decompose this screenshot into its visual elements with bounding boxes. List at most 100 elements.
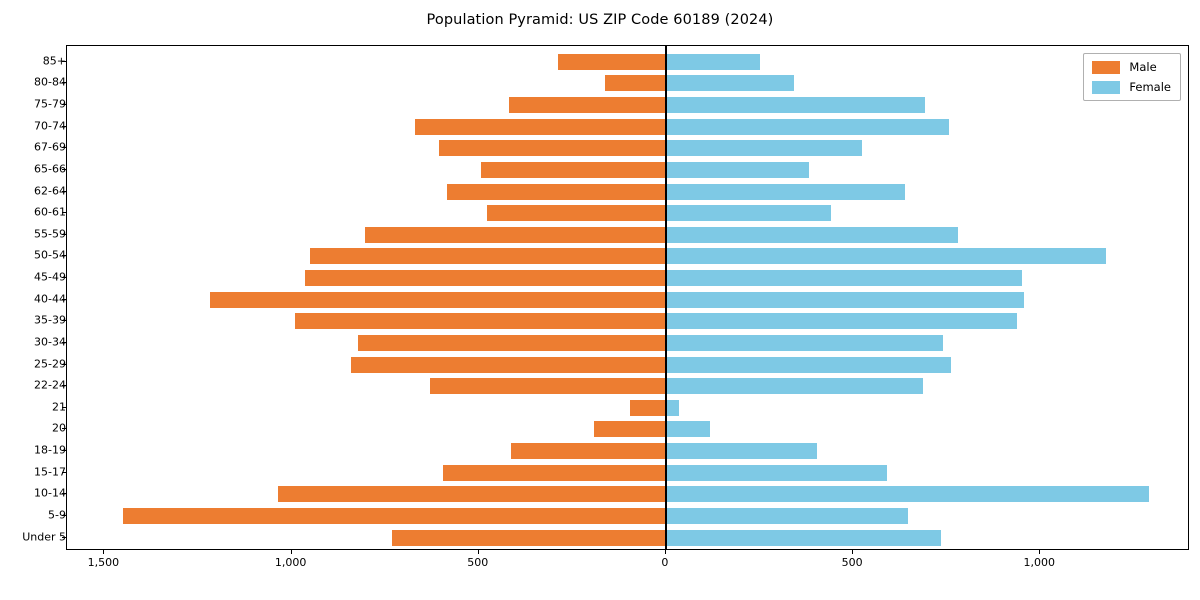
y-axis-tick-mark xyxy=(62,298,66,300)
y-axis-tick-label: Under 5 xyxy=(22,530,66,544)
y-axis-tick-mark xyxy=(62,471,66,473)
x-axis-tick-mark xyxy=(477,550,479,554)
x-axis-tick-mark xyxy=(1039,550,1041,554)
y-axis-tick-label: 50-54 xyxy=(34,248,66,262)
bar-female xyxy=(665,226,959,243)
x-axis-tick-label: 500 xyxy=(841,556,863,569)
y-axis-tick-mark xyxy=(62,125,66,127)
x-axis: 1,500 1,000 500 0 500 1,000 xyxy=(66,550,1189,590)
x-axis-tick-label: 1,500 xyxy=(87,556,120,569)
y-axis-tick-label: 60-61 xyxy=(34,205,66,219)
y-axis-tick-mark xyxy=(62,277,66,279)
y-axis-tick-mark xyxy=(62,406,66,408)
bars-layer xyxy=(67,46,1188,549)
bar-male xyxy=(277,486,666,503)
bar-female xyxy=(665,378,923,395)
bar-male xyxy=(486,205,666,222)
bar-female xyxy=(665,421,710,438)
y-axis-tick-mark xyxy=(62,168,66,170)
y-axis-tick-mark xyxy=(62,493,66,495)
bar-female xyxy=(665,161,809,178)
bar-male xyxy=(358,334,666,351)
y-axis-tick-label: 65-66 xyxy=(34,162,66,176)
x-axis-tick-label: 1,000 xyxy=(1023,556,1056,569)
x-axis-tick-label: 0 xyxy=(661,556,669,569)
y-axis-tick-label: 5-9 xyxy=(48,508,66,522)
y-axis-tick-label: 55-59 xyxy=(34,227,66,241)
bar-male xyxy=(391,529,666,546)
bar-male xyxy=(593,421,666,438)
x-axis-tick-mark xyxy=(852,550,854,554)
y-axis-tick-label: 20 xyxy=(52,421,66,435)
y-axis-tick-label: 25-29 xyxy=(34,357,66,371)
y-axis-tick-mark xyxy=(62,212,66,214)
y-axis-tick-mark xyxy=(62,104,66,106)
bar-female xyxy=(665,140,862,157)
bar-male xyxy=(415,118,666,135)
bar-male xyxy=(430,378,666,395)
y-axis-tick-mark xyxy=(62,341,66,343)
legend-swatch-female xyxy=(1092,80,1121,94)
bar-female xyxy=(665,464,888,481)
y-axis-tick-mark xyxy=(62,147,66,149)
y-axis-tick-label: 80-84 xyxy=(34,75,66,89)
y-axis-tick-label: 70-74 xyxy=(34,119,66,133)
y-axis-tick-label: 18-19 xyxy=(34,443,66,457)
y-axis-tick-mark xyxy=(62,536,66,538)
bar-female xyxy=(665,97,925,114)
y-axis-tick-label: 15-17 xyxy=(34,465,66,479)
bar-male xyxy=(481,161,666,178)
bar-male xyxy=(509,97,666,114)
plot-area: Male Female xyxy=(66,45,1189,550)
bar-female xyxy=(665,53,760,70)
y-axis-tick-label: 35-39 xyxy=(34,313,66,327)
bar-male xyxy=(442,464,666,481)
legend-item-female[interactable]: Female xyxy=(1092,80,1171,94)
x-axis-tick-label: 500 xyxy=(467,556,489,569)
y-axis-tick-label: 30-34 xyxy=(34,335,66,349)
bar-female xyxy=(665,291,1024,308)
legend-label-female: Female xyxy=(1129,80,1171,94)
legend: Male Female xyxy=(1083,53,1181,101)
bar-male xyxy=(604,75,666,92)
y-axis-tick-mark xyxy=(62,514,66,516)
y-axis-tick-mark xyxy=(62,255,66,257)
bar-male xyxy=(446,183,666,200)
y-axis-tick-mark xyxy=(62,60,66,62)
bar-male xyxy=(351,356,666,373)
legend-swatch-male xyxy=(1092,60,1121,74)
bar-female xyxy=(665,399,680,416)
bar-female xyxy=(665,270,1022,287)
bar-female xyxy=(665,529,942,546)
y-axis-tick-label: 10-14 xyxy=(34,486,66,500)
y-axis-tick-label: 40-44 xyxy=(34,292,66,306)
y-axis-tick-mark xyxy=(62,385,66,387)
legend-item-male[interactable]: Male xyxy=(1092,60,1171,74)
x-axis-tick-mark xyxy=(664,550,666,554)
bar-male xyxy=(365,226,666,243)
y-axis: Under 5 5-9 10-14 15-17 18-19 20 21 22-24 25-29 3… xyxy=(0,45,66,550)
bar-female xyxy=(665,183,906,200)
y-axis-tick-label: 85+ xyxy=(42,54,66,68)
x-axis-tick-mark xyxy=(290,550,292,554)
bar-male xyxy=(557,53,666,70)
bar-female xyxy=(665,313,1018,330)
y-axis-tick-mark xyxy=(62,233,66,235)
bar-female xyxy=(665,486,1149,503)
bar-female xyxy=(665,205,831,222)
x-axis-tick-mark xyxy=(103,550,105,554)
bar-female xyxy=(665,75,795,92)
y-axis-tick-label: 21 xyxy=(52,400,66,414)
y-axis-tick-mark xyxy=(62,82,66,84)
y-axis-tick-label: 75-79 xyxy=(34,97,66,111)
y-axis-tick-label: 62-64 xyxy=(34,184,66,198)
page-title: Population Pyramid: US ZIP Code 60189 (2… xyxy=(426,12,774,28)
bar-male xyxy=(305,270,666,287)
y-axis-tick-label: 22-24 xyxy=(34,378,66,392)
bar-female xyxy=(665,118,950,135)
bar-female xyxy=(665,507,909,524)
y-axis-tick-label: 45-49 xyxy=(34,270,66,284)
bar-male xyxy=(122,507,666,524)
legend-label-male: Male xyxy=(1129,60,1157,74)
